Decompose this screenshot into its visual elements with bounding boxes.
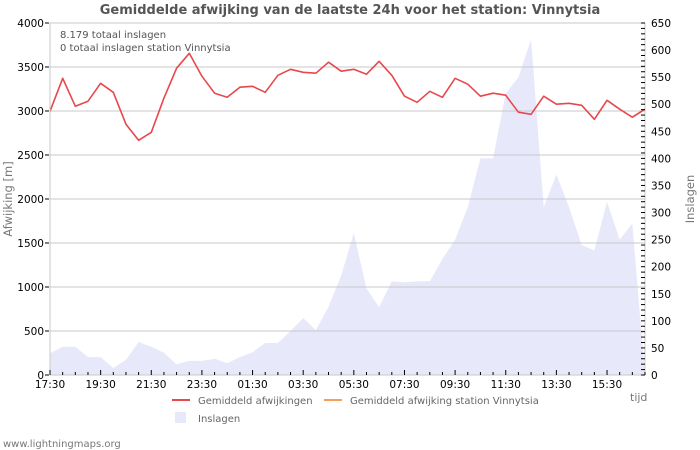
svg-text:350: 350 [651, 180, 671, 192]
svg-text:450: 450 [651, 126, 671, 138]
svg-text:1500: 1500 [17, 238, 44, 250]
svg-text:250: 250 [651, 235, 671, 247]
x-axis-title: tijd [630, 391, 647, 404]
svg-text:07:30: 07:30 [389, 379, 419, 391]
svg-text:11:30: 11:30 [491, 379, 521, 391]
right-axis: 0 50 100 150 200 250 300 350 400 450 500 550 600 650 [641, 18, 671, 382]
svg-text:0: 0 [37, 370, 44, 382]
svg-text:650: 650 [651, 18, 671, 30]
svg-text:200: 200 [651, 262, 671, 274]
svg-text:13:30: 13:30 [541, 379, 571, 391]
plot-area [49, 22, 646, 376]
footer-link[interactable]: www.lightningmaps.org [3, 439, 121, 450]
svg-text:15:30: 15:30 [592, 379, 622, 391]
legend-label-avg: Gemiddeld afwijkingen [198, 396, 313, 407]
svg-text:50: 50 [651, 343, 664, 355]
svg-text:01:30: 01:30 [237, 379, 267, 391]
svg-text:23:30: 23:30 [187, 379, 217, 391]
svg-text:19:30: 19:30 [86, 379, 116, 391]
chart-title: Gemiddelde afwijking van de laatste 24h … [100, 3, 600, 18]
svg-text:0: 0 [651, 370, 658, 382]
legend-label-station: Gemiddeld afwijking station Vinnytsia [350, 396, 539, 407]
station-strikes-text: 0 totaal inslagen station Vinnytsia [60, 43, 231, 54]
svg-text:03:30: 03:30 [288, 379, 318, 391]
right-axis-title: Inslagen [683, 175, 697, 224]
svg-text:2500: 2500 [17, 150, 44, 162]
svg-text:4000: 4000 [17, 18, 44, 30]
inslagen-area [50, 39, 645, 375]
gridlines [50, 66, 645, 332]
svg-text:300: 300 [651, 208, 671, 220]
legend: Gemiddeld afwijkingen Gemiddeld afwijkin… [172, 396, 539, 425]
svg-text:2000: 2000 [17, 194, 44, 206]
svg-text:550: 550 [651, 72, 671, 84]
svg-text:500: 500 [651, 99, 671, 111]
afwijking-line [49, 52, 646, 142]
svg-text:05:30: 05:30 [339, 379, 369, 391]
svg-text:17:30: 17:30 [35, 379, 65, 391]
left-axis-title: Afwijking [m] [1, 161, 15, 236]
svg-text:3000: 3000 [17, 106, 44, 118]
svg-text:150: 150 [651, 289, 671, 301]
total-strikes-text: 8.179 totaal inslagen [60, 30, 166, 41]
svg-text:600: 600 [651, 45, 671, 57]
x-axis: 17:30 19:30 21:30 23:30 01:30 03:30 05:30 07:30… [35, 370, 646, 391]
left-axis: 0 500 1000 1500 2000 2500 3000 3500 4000 [17, 18, 49, 382]
legend-swatch-inslagen [175, 412, 186, 423]
svg-text:1000: 1000 [17, 282, 44, 294]
svg-text:500: 500 [24, 326, 44, 338]
svg-text:21:30: 21:30 [136, 379, 166, 391]
svg-text:400: 400 [651, 153, 671, 165]
svg-text:100: 100 [651, 316, 671, 328]
svg-text:09:30: 09:30 [440, 379, 470, 391]
legend-label-inslagen: Inslagen [198, 414, 240, 425]
svg-text:3500: 3500 [17, 62, 44, 74]
